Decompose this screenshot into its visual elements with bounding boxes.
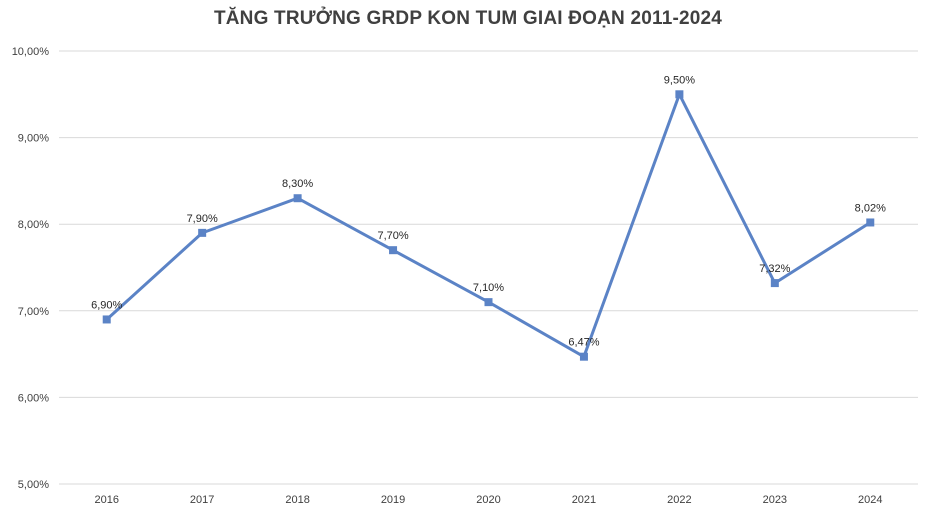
x-tick-label-0: 2016 [94,494,118,506]
data-point-2019 [389,246,398,255]
x-tick-label-4: 2020 [476,494,500,506]
data-label-2021: 6,47% [568,337,599,349]
data-label-2019: 7,70% [377,230,408,242]
y-tick-label-5: 10,00% [12,46,50,58]
y-tick-label-2: 7,00% [18,306,49,318]
y-tick-label-1: 6,00% [18,392,49,404]
data-label-2017: 7,90% [187,213,218,225]
data-point-2022 [675,90,684,99]
data-point-2023 [770,279,779,288]
data-label-2016: 6,90% [91,299,122,311]
x-tick-label-5: 2021 [572,494,596,506]
y-tick-label-4: 9,00% [18,133,49,145]
data-point-2024 [866,218,875,227]
data-point-2018 [293,194,302,203]
y-tick-label-3: 8,00% [18,219,49,231]
x-tick-label-7: 2023 [763,494,787,506]
x-tick-label-6: 2022 [667,494,691,506]
chart-title: TĂNG TRƯỞNG GRDP KON TUM GIAI ĐOẠN 2011-… [213,8,723,29]
data-label-2018: 8,30% [282,178,313,190]
data-point-2021 [579,352,588,361]
data-point-2020 [484,298,493,307]
x-tick-label-1: 2017 [190,494,214,506]
y-tick-label-0: 5,00% [18,479,49,491]
x-tick-label-3: 2019 [381,494,405,506]
data-point-2016 [102,315,111,324]
data-point-2017 [198,228,207,237]
x-tick-label-8: 2024 [858,494,882,506]
series-line-0 [105,92,872,359]
x-tick-label-2: 2018 [285,494,309,506]
data-label-2022: 9,50% [664,74,695,86]
data-label-2020: 7,10% [473,282,504,294]
data-label-2024: 8,02% [855,202,886,214]
data-label-2023: 7,32% [759,263,790,275]
